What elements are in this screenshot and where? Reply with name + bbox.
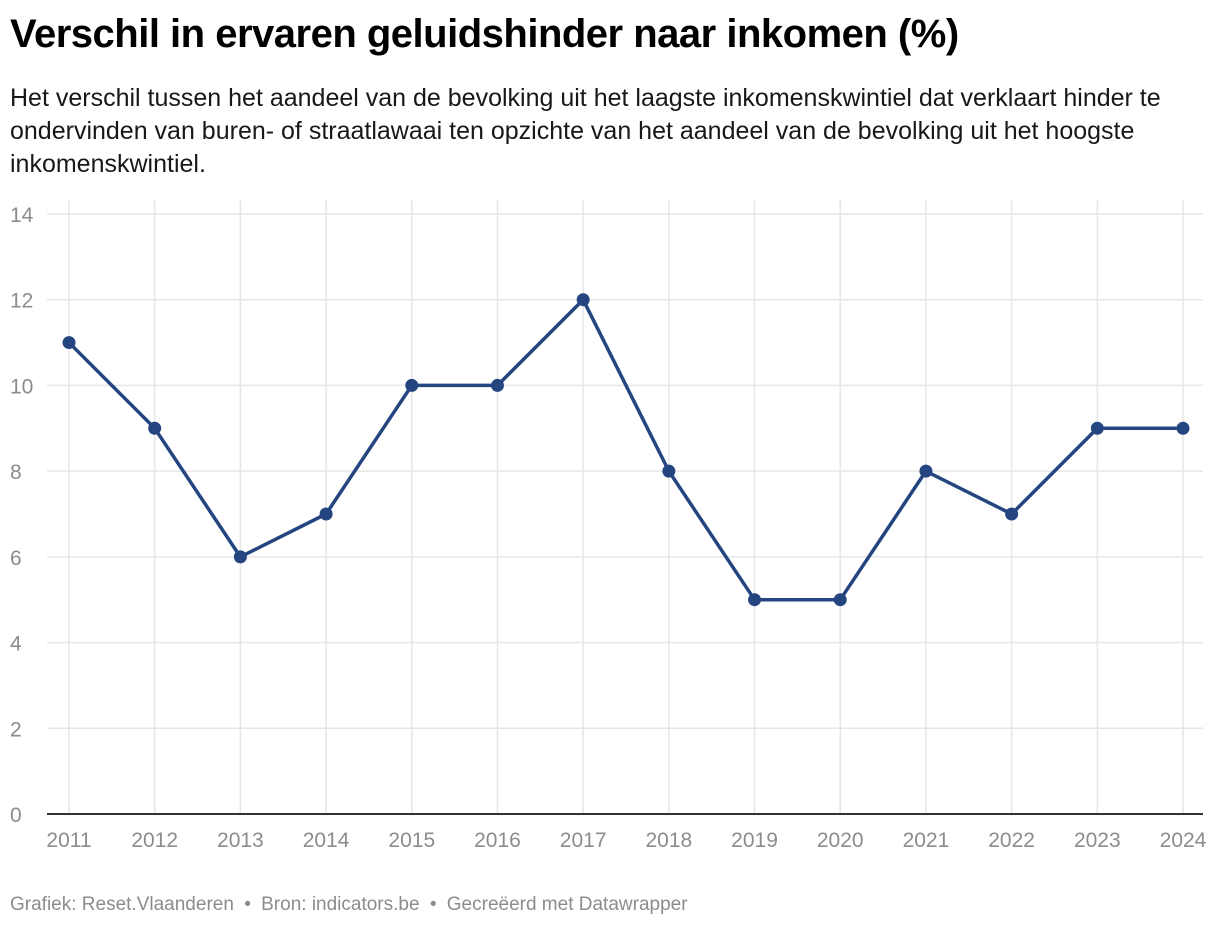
footer-separator: • <box>429 894 437 915</box>
data-point-2014 <box>319 507 333 521</box>
chart-title: Verschil in ervaren geluidshinder naar i… <box>10 12 959 56</box>
data-point-2012 <box>148 421 162 435</box>
x-axis-labels: 2011 2012 2013 2014 2015 2016 2017 2018 2019 2020… <box>46 829 1206 852</box>
horizontal-gridlines <box>47 213 1203 730</box>
x-tick-label: 2020 <box>817 829 864 852</box>
data-point-2023 <box>1090 421 1104 435</box>
x-tick-label: 2018 <box>645 829 692 852</box>
footer-credit: Grafiek: Reset.Vlaanderen <box>10 894 234 915</box>
x-tick-label: 2014 <box>303 829 350 852</box>
data-point-2015 <box>405 378 419 392</box>
chart-footer: Grafiek: Reset.Vlaanderen • Bron: indica… <box>10 894 688 916</box>
y-tick-label: 6 <box>10 547 22 570</box>
data-point-2017 <box>576 293 590 307</box>
data-point-2018 <box>662 464 676 478</box>
data-points <box>62 293 1190 607</box>
footer-source: Bron: indicators.be <box>261 894 420 915</box>
y-tick-label: 0 <box>10 804 22 827</box>
data-point-2011 <box>62 336 76 350</box>
footer-separator: • <box>244 894 251 915</box>
y-tick-label: 14 <box>10 204 34 227</box>
data-point-2020 <box>833 593 847 607</box>
vertical-gridlines <box>68 200 1184 814</box>
y-tick-label: 12 <box>10 290 33 313</box>
series-line <box>67 297 1185 602</box>
x-tick-label: 2021 <box>903 829 950 852</box>
data-point-2024 <box>1176 421 1190 435</box>
y-tick-label: 4 <box>10 633 22 656</box>
y-tick-label: 10 <box>10 375 33 398</box>
x-tick-label: 2011 <box>46 829 91 852</box>
x-tick-label: 2017 <box>560 829 607 852</box>
x-tick-label: 2013 <box>217 829 264 852</box>
x-tick-label: 2016 <box>474 829 521 852</box>
data-point-2022 <box>1005 507 1019 521</box>
x-tick-label: 2023 <box>1074 829 1121 852</box>
data-point-2016 <box>490 378 504 392</box>
y-tick-label: 2 <box>10 718 22 741</box>
x-tick-label: 2012 <box>131 829 178 852</box>
x-tick-label: 2019 <box>731 829 778 852</box>
data-point-2019 <box>748 593 762 607</box>
y-axis-labels: 0 2 4 6 8 10 12 14 <box>10 204 34 827</box>
x-tick-label: 2022 <box>988 829 1035 852</box>
x-tick-label: 2015 <box>388 829 435 852</box>
chart-subtitle: Het verschil tussen het aandeel van de b… <box>10 84 1161 178</box>
data-point-2021 <box>919 464 933 478</box>
x-tick-label: 2024 <box>1160 829 1207 852</box>
line-chart: 0 2 4 6 8 10 12 14 2011 2012 2013 2014 2015 2016 2017… <box>10 200 1207 852</box>
y-tick-label: 8 <box>10 461 22 484</box>
data-point-2013 <box>233 550 247 564</box>
footer-tool: Gecreëerd met Datawrapper <box>446 894 688 915</box>
